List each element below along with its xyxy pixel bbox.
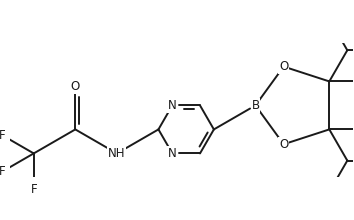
Text: NH: NH (108, 147, 126, 160)
Text: F: F (30, 183, 37, 196)
Text: O: O (279, 138, 288, 151)
Text: N: N (168, 147, 177, 160)
Text: O: O (279, 60, 288, 73)
Text: N: N (168, 99, 177, 112)
Text: F: F (0, 165, 6, 178)
Text: B: B (251, 99, 259, 112)
Text: F: F (0, 129, 6, 142)
Text: O: O (71, 80, 80, 93)
